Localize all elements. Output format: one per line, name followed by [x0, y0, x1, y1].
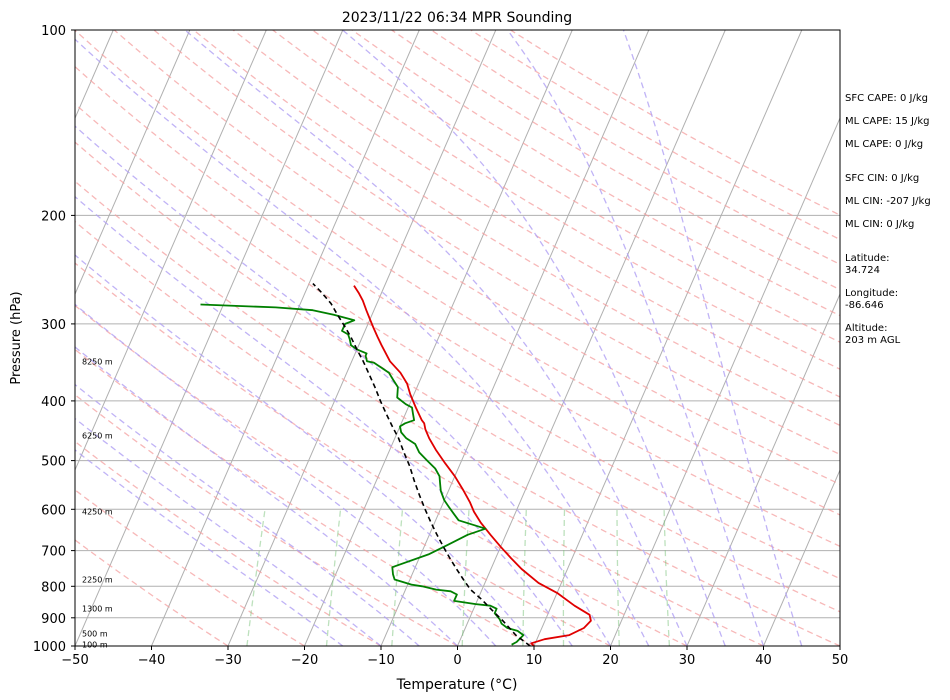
height-label: 4250 m [82, 508, 113, 517]
isotherm-line [380, 30, 650, 646]
latitude-readout: Latitude: 34.724 [845, 253, 890, 277]
dry-adiabat-line [75, 180, 840, 646]
y-tick-label: 100 [41, 24, 66, 39]
x-tick-label: −10 [367, 653, 394, 668]
dry-adiabat-line [75, 30, 840, 516]
isotherm-line [227, 30, 497, 646]
dry-adiabat-line [75, 304, 611, 646]
moist-adiabat-line [75, 346, 458, 646]
isotherm-line [75, 30, 344, 646]
isotherm-line [304, 30, 573, 646]
dry-adiabat-line [75, 65, 840, 547]
y-tick-label: 800 [41, 580, 66, 595]
height-label: 8250 m [82, 357, 113, 366]
dry-adiabat-line [75, 141, 840, 613]
y-tick-label: 400 [41, 395, 66, 410]
plot-frame [74, 29, 841, 647]
moist-adiabat-line [184, 30, 688, 646]
moist-adiabat-line [75, 383, 420, 646]
x-tick-label: 20 [602, 653, 619, 668]
dry-adiabat-line [153, 30, 840, 456]
x-tick-label: 30 [679, 653, 696, 668]
moist-adiabat-line [75, 125, 612, 646]
isotherm-line [457, 30, 726, 646]
ml-cin-1: ML CIN: -207 J/kg [845, 196, 931, 207]
dry-adiabat-line [75, 539, 229, 646]
dry-adiabat-line [75, 393, 458, 646]
height-label: 100 m [82, 641, 108, 650]
moist-adiabat-line [75, 38, 650, 646]
y-tick-label: 300 [41, 318, 66, 333]
x-tick-label: −50 [61, 653, 88, 668]
moist-adiabat-line [75, 417, 382, 646]
x-tick-label: 10 [526, 653, 543, 668]
longitude-label: Longitude: [845, 288, 899, 299]
moist-adiabat-line [75, 303, 497, 646]
x-tick-label: −30 [214, 653, 241, 668]
isotherm-line [610, 116, 840, 646]
isotherm-line [533, 30, 803, 646]
dry-adiabat-line [75, 103, 840, 580]
x-tick-label: −20 [291, 653, 318, 668]
sfc-cin: SFC CIN: 0 J/kg [845, 173, 920, 184]
longitude-value: -86.646 [845, 300, 884, 311]
height-label: 1300 m [82, 605, 113, 614]
moist-adiabat-line [622, 30, 803, 646]
dry-adiabat-line [351, 30, 840, 317]
dry-adiabat-line [75, 262, 688, 646]
y-tick-label: 1000 [33, 640, 66, 655]
dry-adiabat-line [312, 30, 840, 343]
latitude-label: Latitude: [845, 253, 890, 264]
x-axis-label: Temperature (°C) [396, 677, 518, 693]
dewpoint-line [200, 303, 525, 646]
x-tick-label: −40 [138, 653, 165, 668]
moist-adiabat-line [506, 30, 765, 646]
moist-adiabat-line [75, 195, 573, 646]
y-tick-label: 500 [41, 455, 66, 470]
height-label: 6250 m [82, 431, 113, 440]
sfc-cape: SFC CAPE: 0 J/kg [845, 93, 928, 104]
dry-adiabat-line [75, 489, 305, 646]
y-axis-label: Pressure (hPa) [9, 291, 24, 384]
moist-adiabat-line [75, 449, 344, 646]
mixing-ratio-line [522, 509, 527, 646]
dry-adiabat-line [193, 30, 840, 427]
isotherm-line [151, 30, 420, 646]
dry-adiabat-line [75, 220, 764, 646]
chart-title: 2023/11/22 06:34 MPR Sounding [342, 10, 572, 26]
isotherm-line [75, 30, 191, 296]
longitude-readout: Longitude: -86.646 [845, 288, 898, 312]
moist-adiabat-line [342, 30, 726, 646]
dry-adiabat-line [75, 348, 535, 646]
ml-cape-1: ML CAPE: 15 J/kg [845, 116, 930, 127]
x-tick-label: 50 [832, 653, 849, 668]
mixing-ratio-line [616, 509, 620, 646]
latitude-value: 34.724 [845, 265, 880, 276]
isotherm-line [686, 292, 840, 646]
mixing-ratio-line [325, 509, 342, 646]
y-tick-label: 600 [41, 503, 66, 518]
x-tick-label: 0 [453, 653, 461, 668]
ml-cin-2: ML CIN: 0 J/kg [845, 219, 915, 230]
temperature-line [353, 285, 592, 646]
altitude-readout: Altitude: 203 m AGL [845, 323, 900, 347]
y-tick-label: 200 [41, 209, 66, 224]
dry-adiabat-line [75, 440, 382, 646]
isotherm-line [763, 468, 840, 646]
altitude-label: Altitude: [845, 323, 888, 334]
height-label: 2250 m [82, 576, 113, 585]
moist-adiabat-line [75, 254, 535, 646]
ml-cape-2: ML CAPE: 0 J/kg [845, 139, 924, 150]
y-tick-label: 900 [41, 612, 66, 627]
isotherm-line [75, 30, 267, 472]
x-tick-label: 40 [755, 653, 772, 668]
y-tick-label: 700 [41, 545, 66, 560]
height-label: 500 m [82, 630, 108, 639]
altitude-value: 203 m AGL [845, 335, 901, 346]
mixing-ratio-line [246, 509, 266, 646]
parcel-path-line [312, 283, 531, 646]
